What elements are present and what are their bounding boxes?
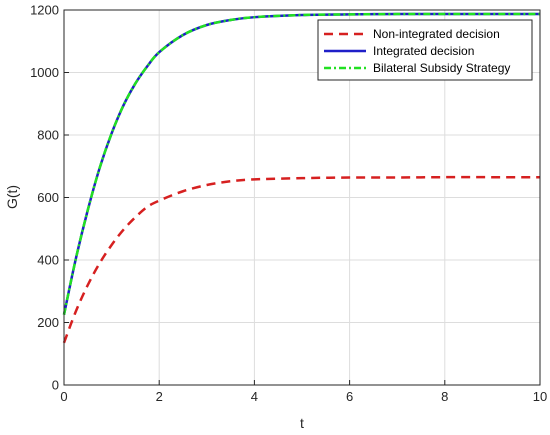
series-layer	[62, 12, 540, 344]
y-tick-label: 200	[37, 315, 59, 330]
x-tick-label: 0	[60, 389, 67, 404]
x-tick-label: 4	[251, 389, 258, 404]
y-tick-label: 1200	[30, 3, 59, 18]
y-tick-label: 400	[37, 253, 59, 268]
x-tick-label: 10	[533, 389, 547, 404]
axis-ticks: 0 2 4 6 8 10 0 200 400 600 800 1000 1200	[30, 3, 547, 405]
y-axis-title: G(t)	[4, 185, 20, 209]
y-tick-label: 1000	[30, 65, 59, 80]
series-line-bilateral-subsidy-strategy	[62, 12, 540, 315]
x-axis-title: t	[300, 415, 304, 431]
x-tick-label: 2	[156, 389, 163, 404]
legend-label-non-integrated-decision: Non-integrated decision	[373, 27, 500, 41]
y-tick-label: 0	[52, 378, 59, 393]
x-tick-label: 8	[441, 389, 448, 404]
legend-label-bilateral-subsidy-strategy: Bilateral Subsidy Strategy	[373, 61, 510, 75]
x-tick-label: 6	[346, 389, 353, 404]
y-tick-label: 800	[37, 128, 59, 143]
series-line-non-integrated-decision	[62, 175, 540, 344]
y-tick-label: 600	[37, 190, 59, 205]
legend-label-integrated-decision: Integrated decision	[373, 44, 474, 58]
legend: Non-integrated decision Integrated decisi…	[317, 19, 533, 81]
